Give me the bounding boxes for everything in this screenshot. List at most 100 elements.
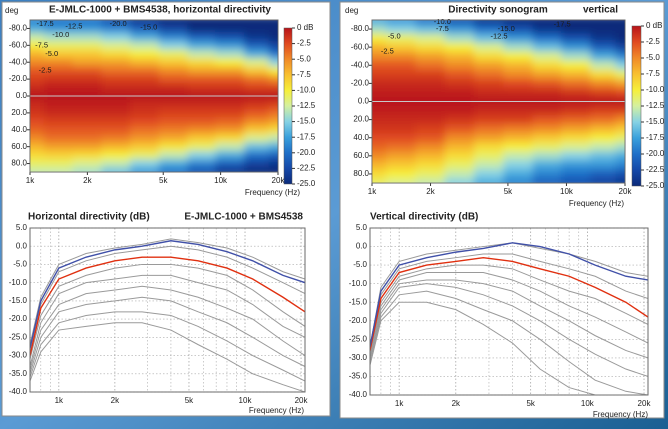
heatmap-cell [158, 24, 188, 34]
plot-area [369, 227, 649, 396]
heatmap-cell [158, 100, 188, 110]
heatmap-cell [615, 20, 625, 26]
heatmap-cell [532, 178, 562, 183]
series-line [370, 256, 648, 351]
x-tick-label: 5k [504, 187, 513, 196]
heatmap-cell [215, 100, 245, 110]
heatmap-cell [386, 33, 416, 44]
heatmap-cell [187, 32, 216, 42]
heatmap-cell [474, 124, 504, 134]
heatmap-cell [503, 142, 534, 152]
heatmap-cell [415, 24, 446, 35]
heatmap-cell [244, 142, 270, 152]
heatmap-cell [268, 66, 278, 76]
heatmap-cell [372, 169, 387, 179]
chart-subtitle: E-JMLC-1000 + BMS4538 [184, 212, 303, 223]
heatmap-cell [72, 117, 102, 127]
heatmap-cell [268, 167, 278, 172]
heatmap-cell [372, 69, 387, 80]
heatmap-cell [187, 41, 216, 51]
heatmap-cell [415, 78, 446, 89]
heatmap-cell [158, 125, 188, 135]
heatmap-cell [268, 24, 278, 34]
colorbar-tick-label: -25.0 [646, 181, 665, 190]
heatmap-cell [474, 106, 504, 116]
heatmap-cell [561, 106, 591, 116]
colorbar-tick-label: -12.5 [646, 101, 665, 110]
heatmap-cell [187, 83, 216, 93]
heatmap-cell [615, 124, 625, 134]
heatmap-cell [101, 32, 131, 42]
lines [370, 242, 648, 395]
heatmap-cell [503, 160, 534, 170]
heatmap-cell [215, 32, 245, 42]
heatmap-cell [590, 51, 617, 62]
heatmap-cell [561, 42, 591, 53]
heatmap-cell [590, 20, 617, 26]
heatmap-cell [590, 69, 617, 80]
heatmap-cell [415, 42, 446, 53]
heatmap-cell [244, 100, 270, 110]
x-tick-label: 10k [214, 176, 228, 185]
heatmap-cell [130, 125, 160, 135]
chart-title: Directivity sonogram [448, 5, 548, 16]
heatmap-cell [415, 106, 446, 116]
heatmap-cell [244, 125, 270, 135]
y-axis-label: deg [345, 6, 358, 15]
heatmap-cell [590, 160, 617, 170]
heatmap-cell [72, 125, 102, 135]
heatmap-cell [503, 87, 534, 98]
heatmap-cell [30, 142, 45, 152]
heatmap-cell [30, 49, 45, 59]
x-tick-label: 20k [638, 399, 652, 408]
heatmap-cell [590, 169, 617, 179]
heatmap-cell [244, 150, 270, 160]
heatmap-cell [444, 142, 475, 152]
heatmap-cell [101, 134, 131, 143]
heatmap-cell [43, 32, 74, 42]
contour-label: -7.5 [436, 24, 449, 33]
plot-frame [371, 19, 626, 184]
heatmap-cell [244, 32, 270, 42]
heatmap-cell [386, 160, 416, 170]
series-line [30, 245, 305, 353]
y-tick-label: 0.0 [16, 241, 28, 250]
heatmap-cell [372, 133, 387, 143]
heatmap-cell [43, 150, 74, 160]
heatmap-cell [503, 60, 534, 71]
heatmap-cell [386, 78, 416, 89]
heatmap-cell [415, 115, 446, 125]
series-line [370, 242, 648, 347]
heatmap-cell [561, 142, 591, 152]
heatmap-cell [503, 51, 534, 62]
heatmap-cell [130, 117, 160, 127]
heatmap-cell [30, 117, 45, 127]
x-tick-label: 2k [83, 176, 92, 185]
heatmap-cell [268, 100, 278, 110]
heatmap-cell [474, 51, 504, 62]
plot-area [29, 227, 306, 393]
heatmap-cell [215, 83, 245, 93]
heatmap-cell [43, 74, 74, 84]
heatmap-cell [532, 69, 562, 80]
heatmap-cell [532, 142, 562, 152]
heatmap-cell [474, 160, 504, 170]
series-line [30, 263, 305, 360]
heatmap-cell [72, 167, 102, 172]
heatmap-cell [444, 20, 475, 26]
y-tick-label: -40.0 [351, 60, 370, 69]
series-line [30, 296, 305, 374]
heatmap-cell [268, 134, 278, 143]
heatmap-cell [561, 33, 591, 44]
heatmap-cell [561, 124, 591, 134]
heatmap [372, 20, 625, 183]
x-tick-label: 1k [395, 399, 404, 408]
heatmap-cell [474, 78, 504, 89]
heatmap-cell [615, 69, 625, 80]
heatmap-cell [386, 169, 416, 179]
heatmap-cell [130, 20, 160, 25]
heatmap-cell [386, 60, 416, 71]
heatmap-cell [474, 115, 504, 125]
heatmap-cell [187, 24, 216, 34]
contour-label: -10.0 [52, 30, 69, 39]
